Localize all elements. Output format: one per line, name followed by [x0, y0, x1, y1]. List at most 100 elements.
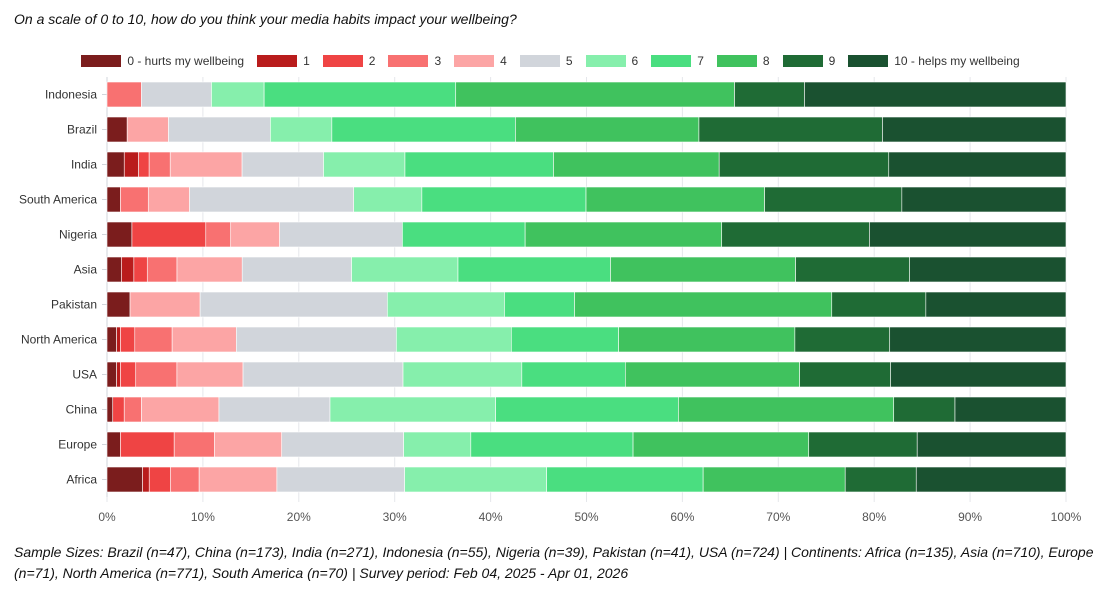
bar-segment [106, 151, 125, 178]
legend-swatch [322, 55, 363, 67]
bar-segment [279, 221, 403, 248]
bar-segment [170, 466, 200, 493]
bar-segment [106, 291, 131, 318]
bar-segment [281, 431, 404, 458]
bar-segment [211, 81, 265, 108]
legend-swatch [716, 55, 757, 67]
bar-segment [808, 431, 918, 458]
bar-segment [126, 116, 169, 143]
bar-segment [844, 466, 917, 493]
x-tick-label: 90% [958, 510, 982, 524]
bar-segment [404, 466, 547, 493]
bar-segment [794, 326, 891, 353]
bar-segment [515, 116, 700, 143]
bar-segment [270, 116, 333, 143]
category-label: Indonesia [45, 88, 97, 102]
bar-segment [403, 431, 472, 458]
legend-item[interactable]: 7 [651, 52, 704, 70]
bar-segment [799, 361, 891, 388]
bar-segment [402, 221, 526, 248]
bar-segment [123, 396, 142, 423]
bar-segment [718, 151, 890, 178]
category-label: China [66, 403, 98, 417]
bar-segment [764, 186, 903, 213]
bar-segment [618, 326, 796, 353]
x-tick-label: 40% [479, 510, 503, 524]
bar-segment [925, 291, 1067, 318]
legend-item[interactable]: 0 - hurts my wellbeing [81, 52, 244, 70]
bar-segment [610, 256, 796, 283]
legend-item[interactable]: 10 - helps my wellbeing [848, 52, 1020, 70]
legend: 0 - hurts my wellbeing 1 2 3 4 5 6 7 8 9 10 - help… [0, 52, 1101, 70]
legend-item[interactable]: 2 [322, 52, 376, 70]
bar-segment [112, 396, 125, 423]
bar-segment [954, 396, 1067, 423]
bar-segment [546, 466, 704, 493]
bar-segment [632, 431, 810, 458]
x-tick-label: 100% [1051, 510, 1082, 524]
bar-segment [171, 326, 237, 353]
bar-segment [106, 466, 143, 493]
legend-item[interactable]: 5 [519, 52, 573, 70]
bar-segment [135, 361, 178, 388]
bar-segment [141, 396, 220, 423]
legend-swatch [388, 55, 429, 67]
legend-label: 6 [631, 54, 639, 68]
bar-segment [106, 186, 121, 213]
legend-label: 9 [828, 54, 836, 68]
legend-item[interactable]: 4 [454, 52, 507, 70]
bar-segment [131, 221, 207, 248]
bar-segment [387, 291, 505, 318]
x-tick-label: 10% [191, 510, 215, 524]
bar-segment [146, 256, 178, 283]
bar-segment [901, 186, 1067, 213]
bar-segment [698, 116, 883, 143]
bar-segment [831, 291, 927, 318]
bar-segment [893, 396, 956, 423]
legend-label: 1 [303, 54, 310, 68]
bar-segment [457, 256, 611, 283]
bar-segment [116, 361, 121, 388]
legend-item[interactable]: 6 [585, 52, 639, 70]
bar-segment [241, 256, 352, 283]
legend-item[interactable]: 3 [388, 52, 441, 70]
x-tick-label: 0% [98, 510, 116, 524]
bar-segment [402, 361, 523, 388]
sample-size-note: Sample Sizes: Brazil (n=47), China (n=17… [14, 544, 1094, 581]
bar-segment [869, 221, 1067, 248]
bar-segment [134, 326, 173, 353]
bar-segment [106, 361, 117, 388]
legend-label: 3 [434, 54, 442, 68]
bar-segment [141, 81, 212, 108]
x-tick-label: 50% [574, 510, 598, 524]
bar-segment [734, 81, 805, 108]
bar-segment [121, 256, 135, 283]
legend-item[interactable]: 8 [716, 52, 770, 70]
category-label: Africa [66, 473, 97, 487]
legend-label: 0 - hurts my wellbeing [127, 54, 245, 68]
bar-segment [106, 256, 122, 283]
legend-label: 2 [368, 54, 376, 68]
bar-segment [138, 151, 150, 178]
x-tick-label: 20% [287, 510, 311, 524]
bar-segment [915, 466, 1067, 493]
bar-segment [236, 326, 397, 353]
legend-swatch [519, 55, 560, 67]
chart-title: On a scale of 0 to 10, how do you think … [14, 11, 517, 27]
bar-segment [470, 431, 634, 458]
x-tick-label: 60% [670, 510, 694, 524]
bar-segment [218, 396, 331, 423]
bar-segment [142, 466, 150, 493]
bar-segment [106, 326, 117, 353]
bar-segment [169, 151, 243, 178]
legend-item[interactable]: 9 [782, 52, 836, 70]
legend-item[interactable]: 1 [257, 52, 310, 70]
bar-segment [353, 186, 423, 213]
bar-segment [214, 431, 283, 458]
bar-segment [106, 431, 121, 458]
bar-segment [890, 361, 1067, 388]
category-label: Nigeria [59, 228, 97, 242]
bar-segment [205, 221, 232, 248]
bar-segment [173, 431, 215, 458]
